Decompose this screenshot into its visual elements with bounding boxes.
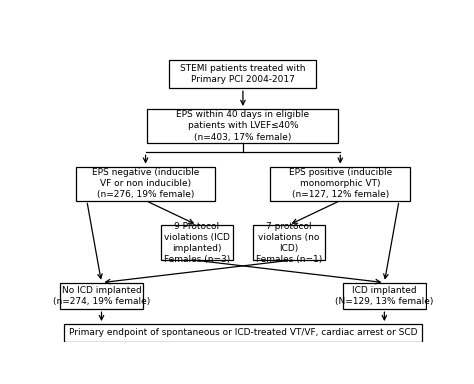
Text: STEMI patients treated with
Primary PCI 2004-2017: STEMI patients treated with Primary PCI … — [180, 64, 306, 84]
FancyBboxPatch shape — [253, 225, 325, 260]
Text: 7 protocol
violations (no
ICD)
Females (n=1): 7 protocol violations (no ICD) Females (… — [255, 222, 322, 264]
Text: ICD implanted
(N=129, 13% female): ICD implanted (N=129, 13% female) — [335, 286, 434, 306]
FancyBboxPatch shape — [271, 167, 410, 200]
FancyBboxPatch shape — [161, 225, 233, 260]
FancyBboxPatch shape — [64, 324, 422, 342]
Text: EPS negative (inducible
VF or non inducible)
(n=276, 19% female): EPS negative (inducible VF or non induci… — [92, 168, 199, 199]
Text: EPS within 40 days in eligible
patients with LVEF≤40%
(n=403, 17% female): EPS within 40 days in eligible patients … — [176, 110, 310, 142]
FancyBboxPatch shape — [343, 283, 426, 309]
Text: No ICD implanted
(n=274, 19% female): No ICD implanted (n=274, 19% female) — [53, 286, 150, 306]
Text: EPS positive (inducible
monomorphic VT)
(n=127, 12% female): EPS positive (inducible monomorphic VT) … — [289, 168, 392, 199]
Text: 9 Protocol
violations (ICD
implanted)
Females (n=3): 9 Protocol violations (ICD implanted) Fe… — [164, 222, 230, 264]
FancyBboxPatch shape — [76, 167, 215, 200]
FancyBboxPatch shape — [169, 60, 316, 88]
Text: Primary endpoint of spontaneous or ICD-treated VT/VF, cardiac arrest or SCD: Primary endpoint of spontaneous or ICD-t… — [69, 328, 417, 338]
FancyBboxPatch shape — [147, 109, 338, 143]
FancyBboxPatch shape — [60, 283, 143, 309]
